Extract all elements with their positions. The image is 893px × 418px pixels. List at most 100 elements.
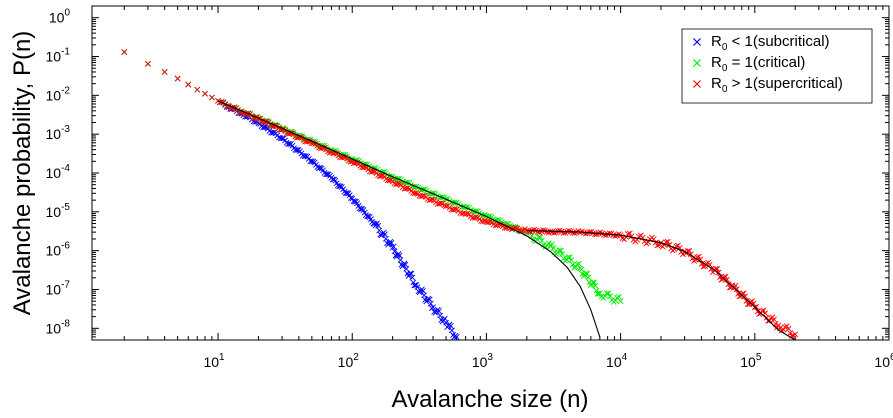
legend-marker [693,38,701,46]
y-tick-label: 100 [49,8,71,26]
data-point [340,154,347,160]
legend-label-r: R [711,33,722,50]
data-point [452,332,459,339]
x-tick-label: 103 [472,352,494,370]
data-point [185,81,192,88]
data-point [121,49,128,56]
y-axis-title: Avalanche probability, P(n) [9,31,36,316]
y-tick-label: 10-4 [46,163,71,181]
data-point [174,75,181,82]
data-point [419,192,426,199]
legend-item: R0 > 1(supercritical) [693,75,843,95]
data-point [324,171,331,178]
tick-exponent: -4 [61,163,70,174]
tick-exponent: 2 [353,352,359,363]
legend-label: R0 = 1(critical) [711,54,805,74]
legend-label-text: = 1(critical) [727,54,805,71]
tick-exponent: -2 [61,85,70,96]
data-point [557,247,564,254]
data-point [438,200,444,207]
data-point [568,257,575,264]
data-point [286,140,293,147]
data-point [559,251,566,258]
data-point [276,134,282,141]
data-point [591,279,597,286]
legend-label: R0 > 1(supercritical) [711,75,843,95]
y-tick-label: 10-1 [46,47,71,65]
tick-base: 10 [46,281,62,297]
data-point [654,242,661,249]
data-point [388,239,395,246]
tick-base: 10 [46,165,62,181]
y-tick-label: 10-5 [46,202,71,220]
data-point [261,124,268,131]
data-point [194,86,201,93]
data-point [436,308,442,315]
data-point [733,286,740,293]
data-point [724,276,730,283]
data-point [326,149,333,156]
data-point [394,181,401,187]
data-point [550,245,557,252]
tick-base: 10 [46,243,62,259]
x-tick-label: 104 [606,352,628,370]
data-point [441,315,448,322]
data-point [664,238,671,245]
data-point [395,250,402,257]
data-point [680,251,686,258]
data-point [480,218,486,225]
data-point [319,144,326,151]
legend-label-subscript: 0 [722,84,728,95]
data-point [760,307,767,314]
data-point [492,222,499,229]
data-point [543,229,550,235]
data-point [383,235,389,242]
tick-base: 10 [472,354,488,370]
tick-base: 10 [338,354,354,370]
data-point [452,206,458,213]
y-tick-label: 10-8 [46,318,71,336]
data-point [539,237,545,244]
legend-item: R0 < 1(subcritical) [693,33,830,53]
data-point [522,226,528,233]
data-point [496,221,503,228]
data-point [464,210,471,217]
data-point [390,243,397,250]
data-point [594,290,601,297]
legend-marker [693,80,701,88]
data-point [351,198,358,205]
data-point [715,269,722,276]
data-point [545,240,552,247]
legend-box [681,28,873,104]
data-point [236,109,243,115]
data-point [619,235,626,242]
data-point [566,254,573,261]
x-axis-title: Avalanche size (n) [392,386,589,413]
data-point [589,279,596,286]
fit-line-1 [217,100,601,338]
y-tick-label: 10-2 [46,85,71,103]
data-point [593,287,600,294]
data-point [370,168,377,175]
data-point [386,177,393,184]
data-point [783,323,790,330]
legend-label-text: < 1(subcritical) [727,33,829,50]
data-point [694,254,701,261]
data-point [676,244,683,251]
data-point [345,157,352,164]
legend-label: R0 < 1(subcritical) [711,33,830,53]
legend-label-text: > 1(supercritical) [727,75,842,92]
data-point [788,333,795,339]
x-tick-label: 105 [740,352,762,370]
data-point [586,229,593,235]
tick-exponent: -5 [61,202,70,213]
data-point [549,241,555,248]
y-tick-label: 10-7 [46,279,71,297]
legend-item: R0 = 1(critical) [693,54,805,74]
data-point [678,249,685,255]
axis-ticks [92,5,890,341]
data-point [556,247,563,254]
data-point [585,274,592,281]
data-point [202,90,208,97]
